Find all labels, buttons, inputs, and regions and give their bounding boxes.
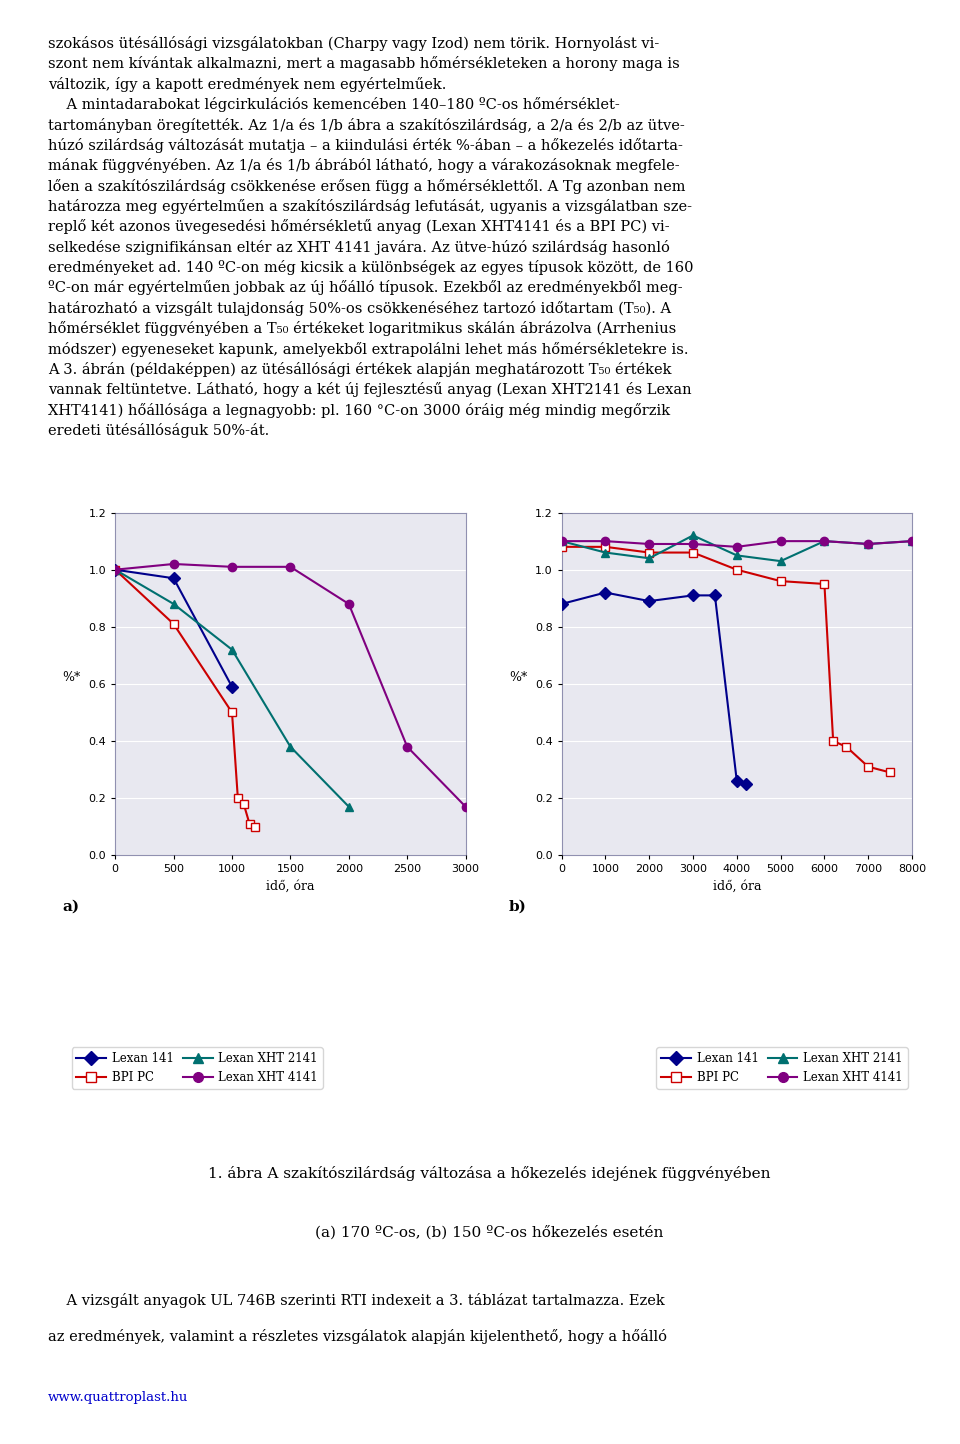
Text: A 3. ábrán (példaképpen) az ütésállósági értékek alapján meghatározott T₅₀ érték: A 3. ábrán (példaképpen) az ütésállósági… bbox=[48, 362, 671, 377]
X-axis label: idő, óra: idő, óra bbox=[712, 879, 761, 892]
Text: szont nem kívántak alkalmazni, mert a magasabb hőmérsékleteken a horony maga is: szont nem kívántak alkalmazni, mert a ma… bbox=[48, 56, 680, 71]
Text: szokásos ütésállósági vizsgálatokban (Charpy vagy Izod) nem törik. Hornyolást vi: szokásos ütésállósági vizsgálatokban (Ch… bbox=[48, 36, 660, 51]
Text: b): b) bbox=[509, 900, 527, 914]
Text: selkedése szignifikánsan eltér az XHT 4141 javára. Az ütve-húzó szilárdság hason: selkedése szignifikánsan eltér az XHT 41… bbox=[48, 240, 670, 254]
Text: eredeti ütésállóságuk 50%-át.: eredeti ütésállóságuk 50%-át. bbox=[48, 423, 269, 438]
Legend: Lexan 141, BPI PC, Lexan XHT 2141, Lexan XHT 4141: Lexan 141, BPI PC, Lexan XHT 2141, Lexan… bbox=[657, 1047, 907, 1089]
Text: mának függvényében. Az 1/a és 1/b ábrából látható, hogy a várakozásoknak megfele: mának függvényében. Az 1/a és 1/b ábrábó… bbox=[48, 159, 680, 173]
Text: módszer) egyeneseket kapunk, amelyekből extrapolálni lehet más hőmérsékletekre i: módszer) egyeneseket kapunk, amelyekből … bbox=[48, 342, 688, 357]
Text: az eredmények, valamint a részletes vizsgálatok alapján kijelenthető, hogy a hőá: az eredmények, valamint a részletes vizs… bbox=[48, 1328, 667, 1344]
Y-axis label: %*: %* bbox=[62, 671, 81, 684]
Text: replő két azonos üvegesedési hőmérsékletű anyag (Lexan XHT4141 és a BPI PC) vi-: replő két azonos üvegesedési hőmérséklet… bbox=[48, 219, 670, 234]
Text: határozható a vizsgált tulajdonság 50%-os csökkenéséhez tartozó időtartam (T₅₀).: határozható a vizsgált tulajdonság 50%-o… bbox=[48, 300, 671, 316]
Text: lően a szakítószilárdság csökkenése erősen függ a hőmérséklettől. A Tg azonban n: lően a szakítószilárdság csökkenése erős… bbox=[48, 179, 685, 193]
Text: XHT4141) hőállósága a legnagyobb: pl. 160 °C-on 3000 óráig még mindig megőrzik: XHT4141) hőállósága a legnagyobb: pl. 16… bbox=[48, 403, 670, 417]
Text: húzó szilárdság változását mutatja – a kiindulási érték %-ában – a hőkezelés idő: húzó szilárdság változását mutatja – a k… bbox=[48, 139, 683, 153]
Text: (a) 170 ºC-os, (b) 150 ºC-os hőkezelés esetén: (a) 170 ºC-os, (b) 150 ºC-os hőkezelés e… bbox=[316, 1225, 663, 1239]
Text: 1. ábra A szakítószilárdság változása a hőkezelés idejének függvényében: 1. ábra A szakítószilárdság változása a … bbox=[208, 1167, 771, 1181]
Text: eredményeket ad. 140 ºC-on még kicsik a különbségek az egyes típusok között, de : eredményeket ad. 140 ºC-on még kicsik a … bbox=[48, 260, 693, 276]
Text: határozza meg egyértelműen a szakítószilárdság lefutását, ugyanis a vizsgálatban: határozza meg egyértelműen a szakítószil… bbox=[48, 199, 692, 214]
Text: változik, így a kapott eredmények nem egyértelműek.: változik, így a kapott eredmények nem eg… bbox=[48, 77, 446, 92]
Text: a): a) bbox=[62, 900, 80, 914]
Text: hőmérséklet függvényében a T₅₀ értékeket logaritmikus skálán ábrázolva (Arrheniu: hőmérséklet függvényében a T₅₀ értékeket… bbox=[48, 321, 676, 336]
Text: A mintadarabokat légcirkulációs kemencében 140–180 ºC-os hőmérséklet-: A mintadarabokat légcirkulációs kemencéb… bbox=[48, 97, 620, 113]
Text: ºC-on már egyértelműen jobbak az új hőálló típusok. Ezekből az eredményekből meg: ºC-on már egyértelműen jobbak az új hőál… bbox=[48, 280, 683, 296]
Text: vannak feltüntetve. Látható, hogy a két új fejlesztésű anyag (Lexan XHT2141 és L: vannak feltüntetve. Látható, hogy a két … bbox=[48, 383, 691, 397]
Text: A vizsgált anyagok UL 746B szerinti RTI indexeit a 3. táblázat tartalmazza. Ezek: A vizsgált anyagok UL 746B szerinti RTI … bbox=[48, 1294, 664, 1308]
X-axis label: idő, óra: idő, óra bbox=[266, 879, 315, 892]
Text: www.quattroplast.hu: www.quattroplast.hu bbox=[48, 1391, 188, 1404]
Y-axis label: %*: %* bbox=[509, 671, 527, 684]
Text: tartományban öregítették. Az 1/a és 1/b ábra a szakítószilárdság, a 2/a és 2/b a: tartományban öregítették. Az 1/a és 1/b … bbox=[48, 117, 684, 133]
